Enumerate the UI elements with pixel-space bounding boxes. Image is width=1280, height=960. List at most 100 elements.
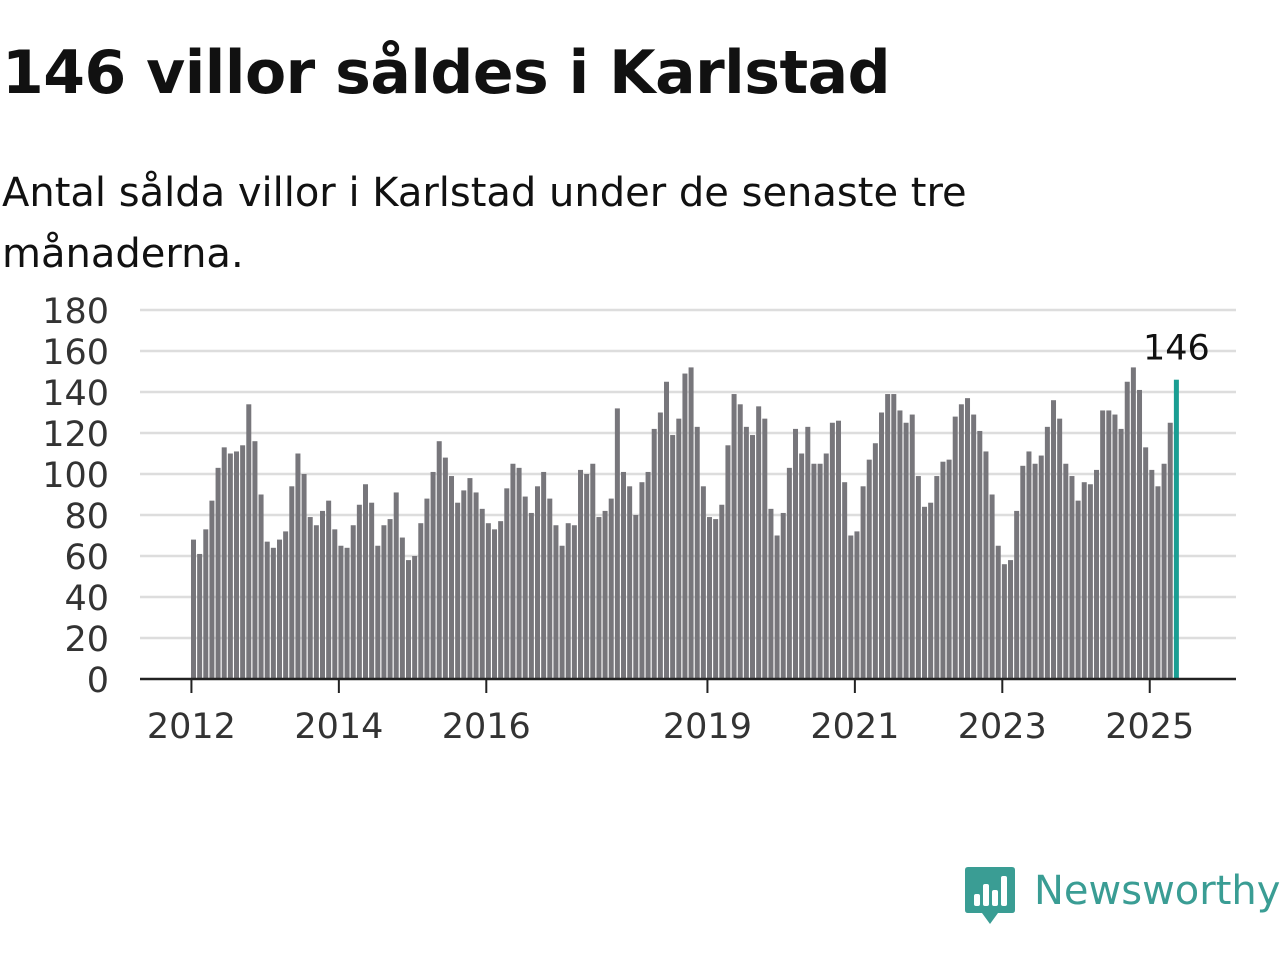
bar <box>694 426 700 679</box>
bar <box>528 512 534 679</box>
bar <box>246 404 252 679</box>
y-tick-label: 0 <box>87 661 109 701</box>
bar <box>381 525 387 679</box>
bar <box>633 515 639 679</box>
bar <box>700 486 706 679</box>
x-tick-label: 2016 <box>442 707 531 747</box>
bar <box>762 418 768 679</box>
bar <box>301 474 307 679</box>
bar <box>1100 410 1106 679</box>
bar <box>197 553 203 679</box>
bar <box>387 519 393 679</box>
bar <box>295 453 301 679</box>
bar <box>1020 465 1026 679</box>
bar <box>559 545 565 679</box>
highlight-value-label: 146 <box>1143 329 1210 369</box>
bar <box>492 529 498 679</box>
bar <box>786 467 792 679</box>
bar <box>707 517 713 679</box>
bar <box>1057 418 1063 679</box>
bar <box>737 404 743 679</box>
bar <box>375 545 381 679</box>
bar <box>995 545 1001 679</box>
bar <box>664 381 670 679</box>
bar <box>209 500 215 679</box>
bar <box>436 441 442 679</box>
bar <box>277 539 282 679</box>
bar <box>289 486 295 679</box>
bar <box>952 416 958 679</box>
bar <box>842 482 848 679</box>
bar <box>750 435 756 679</box>
bar <box>313 525 319 679</box>
bar <box>958 404 964 679</box>
bar <box>1044 426 1050 679</box>
x-tick-label: 2019 <box>663 707 752 747</box>
bar <box>946 459 952 679</box>
chart-subtitle: Antal sålda villor i Karlstad under de s… <box>2 170 967 277</box>
bar <box>393 492 399 679</box>
bar <box>971 414 977 679</box>
bar <box>485 523 491 679</box>
bar <box>369 502 375 679</box>
bar <box>602 510 608 679</box>
bar <box>651 428 657 679</box>
y-tick-label: 180 <box>42 292 109 332</box>
bar <box>547 498 553 679</box>
bar <box>590 463 596 679</box>
bar <box>1087 484 1093 679</box>
bar <box>731 394 737 679</box>
bar <box>756 406 762 679</box>
bar <box>940 461 946 679</box>
bar <box>725 445 731 679</box>
bar <box>805 426 811 679</box>
bar <box>799 453 805 679</box>
y-tick-label: 60 <box>64 538 109 578</box>
bar <box>258 494 264 679</box>
bar <box>565 523 571 679</box>
bar <box>320 510 325 679</box>
bar <box>1112 414 1118 679</box>
bar <box>713 519 719 679</box>
bar <box>743 426 749 679</box>
x-tick-label: 2021 <box>810 707 899 747</box>
bar <box>989 494 995 679</box>
highlighted-bar <box>1173 379 1179 679</box>
bar <box>688 367 694 679</box>
bar <box>1143 447 1149 679</box>
bar <box>270 547 276 679</box>
bar <box>1130 367 1136 679</box>
bar <box>522 496 528 679</box>
bar <box>983 451 989 679</box>
bar <box>922 506 928 679</box>
bar <box>848 535 854 679</box>
bar <box>879 412 885 679</box>
bar <box>283 531 289 679</box>
bar <box>928 502 934 679</box>
bar <box>676 418 682 679</box>
chart-title: 146 villor såldes i Karlstad <box>2 38 891 108</box>
bar <box>449 476 455 679</box>
bar <box>356 504 362 679</box>
bar <box>1069 476 1075 679</box>
bar <box>332 529 338 679</box>
bar <box>215 467 221 679</box>
bar <box>1001 564 1007 679</box>
bar <box>1075 500 1081 679</box>
bar <box>535 486 541 679</box>
bar <box>1038 455 1044 679</box>
bar <box>203 529 209 679</box>
bar <box>442 457 448 679</box>
bar <box>326 500 332 679</box>
bar <box>307 517 313 679</box>
bar <box>553 525 559 679</box>
x-tick-label: 2025 <box>1105 707 1194 747</box>
bar <box>1081 482 1087 679</box>
bar <box>350 525 356 679</box>
bar <box>584 474 590 679</box>
bar <box>338 545 344 679</box>
y-tick-label: 80 <box>64 497 109 537</box>
bar <box>571 525 577 679</box>
bar <box>965 398 971 679</box>
bar <box>1155 486 1161 679</box>
